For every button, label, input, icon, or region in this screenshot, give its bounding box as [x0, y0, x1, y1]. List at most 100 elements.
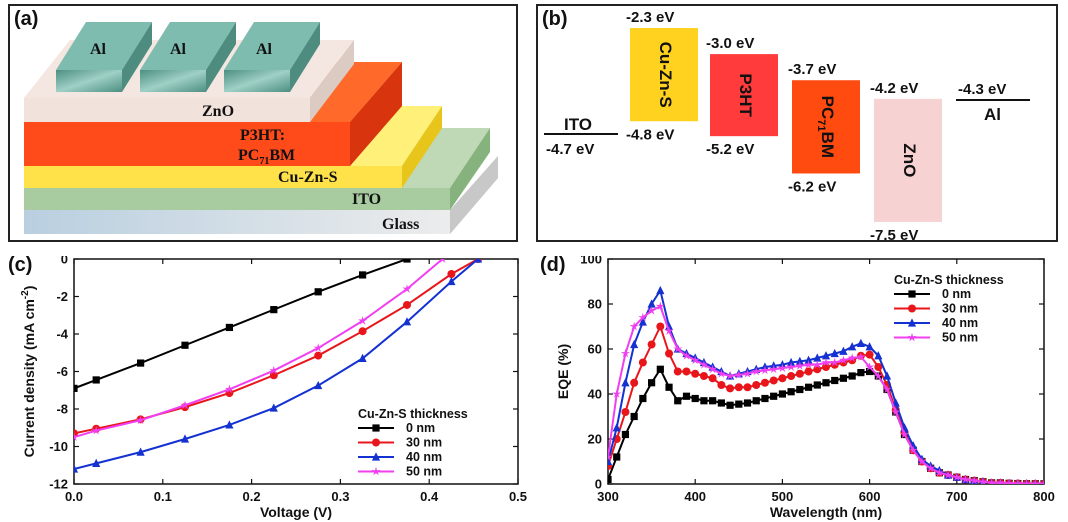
- data-point: [734, 383, 743, 392]
- series-line: [608, 323, 1044, 484]
- data-point: [813, 353, 822, 362]
- data-point: [613, 453, 621, 461]
- y-tick-label: -8: [56, 402, 68, 417]
- x-tick-label: 0.0: [65, 489, 83, 504]
- data-point: [639, 394, 647, 403]
- data-point: [934, 467, 944, 477]
- data-point: [787, 357, 796, 367]
- data-point: [647, 305, 657, 315]
- legend-entry: 40 nm: [406, 450, 442, 464]
- legend-marker: [372, 424, 380, 432]
- pcbm-label: PC71BM: [238, 147, 295, 167]
- al-electrode-2: [140, 22, 236, 92]
- data-point: [847, 353, 857, 362]
- data-point: [137, 359, 145, 367]
- data-point: [726, 384, 735, 393]
- panel-a-label: (a): [14, 8, 39, 30]
- y-tick-label: -6: [56, 364, 68, 379]
- data-point: [725, 371, 735, 380]
- data-point: [638, 317, 647, 326]
- data-point: [874, 363, 883, 371]
- x-tick-label: 500: [772, 489, 794, 504]
- data-point: [803, 359, 814, 369]
- data-point: [795, 369, 804, 378]
- data-point: [709, 397, 717, 405]
- data-point: [882, 371, 892, 380]
- data-point: [1039, 478, 1044, 484]
- data-point: [848, 342, 857, 351]
- series-line: [74, 259, 444, 439]
- device-structure-diagram: Al Al Al ZnO P3HT: PC71BM Cu-Zn-S ITO Gl…: [24, 22, 498, 234]
- data-point: [812, 359, 822, 369]
- y-tick-label: 100: [580, 256, 602, 267]
- data-point: [734, 370, 744, 379]
- data-point: [674, 397, 682, 405]
- data-point: [856, 352, 866, 361]
- series-50-nm: [608, 301, 1044, 484]
- energy-bar-2: [792, 80, 860, 174]
- data-point: [656, 322, 665, 331]
- x-tick-label: 400: [684, 489, 706, 504]
- data-point: [647, 340, 656, 349]
- data-point: [987, 478, 997, 484]
- data-point: [943, 470, 953, 479]
- data-point: [180, 434, 190, 443]
- data-point: [270, 306, 278, 314]
- energy-level-diagram: ITO -4.7 eV -4.3 eV Al -2.3 eV -4.8 eV Cu-…: [544, 9, 1030, 240]
- legend-marker: [908, 304, 916, 313]
- data-point: [752, 381, 761, 389]
- data-point: [74, 432, 79, 442]
- data-point: [813, 381, 821, 389]
- data-point: [821, 351, 831, 360]
- legend-marker: [908, 290, 916, 298]
- y-tick-label: 40: [588, 387, 602, 402]
- glass-label: Glass: [382, 216, 419, 233]
- x-tick-label: 0.4: [420, 489, 439, 504]
- legend-entry: 0 nm: [942, 287, 971, 301]
- data-point: [830, 357, 840, 367]
- data-point: [891, 407, 901, 416]
- p3ht-label: P3HT:: [240, 127, 285, 144]
- data-point: [708, 364, 718, 374]
- data-point: [822, 379, 830, 387]
- legend-entry: 40 nm: [942, 316, 978, 330]
- x-tick-label: 700: [946, 489, 968, 504]
- data-point: [699, 372, 708, 380]
- data-point: [813, 365, 822, 374]
- energy-bar-0: [630, 28, 698, 122]
- homo-label-3: -7.5 eV: [870, 227, 918, 240]
- data-point: [770, 392, 778, 400]
- data-point: [995, 478, 1005, 484]
- cuzns-label: Cu-Zn-S: [278, 169, 338, 186]
- data-point: [1004, 478, 1014, 484]
- y-axis-label: Current density (mA cm-2): [20, 286, 37, 458]
- data-point: [630, 378, 639, 387]
- data-point: [447, 270, 456, 278]
- data-point: [269, 403, 278, 412]
- series-line: [608, 288, 1044, 484]
- data-point: [769, 376, 778, 385]
- bar-name-2: PC71BM: [815, 96, 836, 158]
- legend-marker: [907, 318, 917, 327]
- al-electrode-3: [224, 22, 320, 92]
- data-point: [1030, 478, 1040, 484]
- data-point: [655, 301, 665, 311]
- y-tick-label: 0: [595, 477, 602, 492]
- panel-a: (a): [8, 4, 518, 242]
- data-point: [664, 326, 674, 335]
- data-point: [621, 408, 630, 416]
- data-point: [830, 348, 839, 358]
- data-point: [314, 380, 323, 390]
- homo-label-0: -4.8 eV: [626, 126, 674, 143]
- data-point: [648, 379, 656, 387]
- data-point: [1013, 478, 1023, 484]
- data-point: [716, 368, 726, 378]
- data-point: [969, 475, 979, 484]
- data-point: [612, 389, 622, 398]
- data-point: [917, 456, 927, 466]
- bar-name-0: Cu-Zn-S: [656, 42, 675, 108]
- x-tick-label: 0.5: [509, 489, 527, 504]
- legend-marker: [371, 466, 381, 476]
- data-point: [691, 394, 699, 403]
- y-tick-label: 0: [61, 256, 68, 267]
